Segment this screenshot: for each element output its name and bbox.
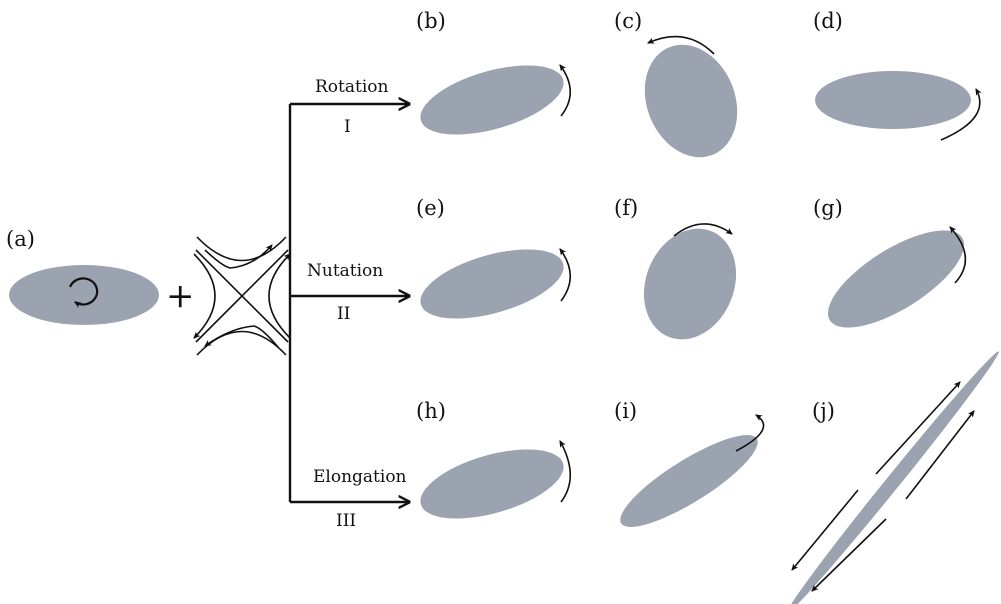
panel-label-i: (i) (614, 399, 637, 423)
panel-label-g: (g) (813, 196, 843, 220)
curved-arrow-icon (559, 248, 572, 302)
ellipse-g (827, 230, 965, 328)
straight-arrow-icon (905, 410, 975, 500)
ellipse-h (420, 449, 564, 519)
panel-label-f: (f) (614, 196, 638, 220)
ellipse-i (620, 435, 758, 527)
curved-arrow-icon (940, 88, 982, 141)
initial-vortex-ellipse (9, 265, 159, 325)
branch-label-elongation: Elongation (313, 467, 407, 487)
branch-numeral-iii: III (336, 511, 356, 531)
panel-label-j: (j) (812, 399, 835, 423)
straight-arrow-icon (875, 381, 961, 475)
ellipse-c (644, 44, 738, 158)
branch-tree (288, 104, 408, 502)
ellipse-f (643, 228, 737, 340)
straight-arrow-icon (811, 518, 887, 592)
branch-numeral-i: I (344, 117, 351, 137)
ellipse-j (787, 351, 999, 604)
hyperbolic-strain-field-icon (193, 236, 291, 356)
panel-label-d: (d) (813, 9, 843, 33)
ellipse-b (420, 65, 564, 135)
curved-arrow-icon (559, 440, 571, 503)
panel-label-e: (e) (416, 196, 445, 220)
ellipse-e (420, 249, 564, 319)
panel-label-a: (a) (6, 227, 35, 251)
branch-numeral-ii: II (337, 304, 350, 324)
curved-arrow-icon (673, 223, 733, 237)
panel-label-c: (c) (614, 9, 642, 33)
plus-sign: + (166, 276, 195, 316)
curved-arrow-icon (949, 226, 967, 284)
curved-arrow-icon (735, 414, 765, 452)
straight-arrow-icon (791, 489, 859, 571)
circular-arrow-icon (68, 277, 99, 308)
ellipse-d (815, 71, 971, 129)
panel-label-h: (h) (416, 399, 446, 423)
panel-label-b: (b) (416, 9, 446, 33)
curved-arrow-icon (559, 64, 572, 117)
branch-label-nutation: Nutation (307, 261, 383, 281)
curved-arrow-icon (647, 35, 715, 55)
branch-label-rotation: Rotation (315, 77, 389, 97)
